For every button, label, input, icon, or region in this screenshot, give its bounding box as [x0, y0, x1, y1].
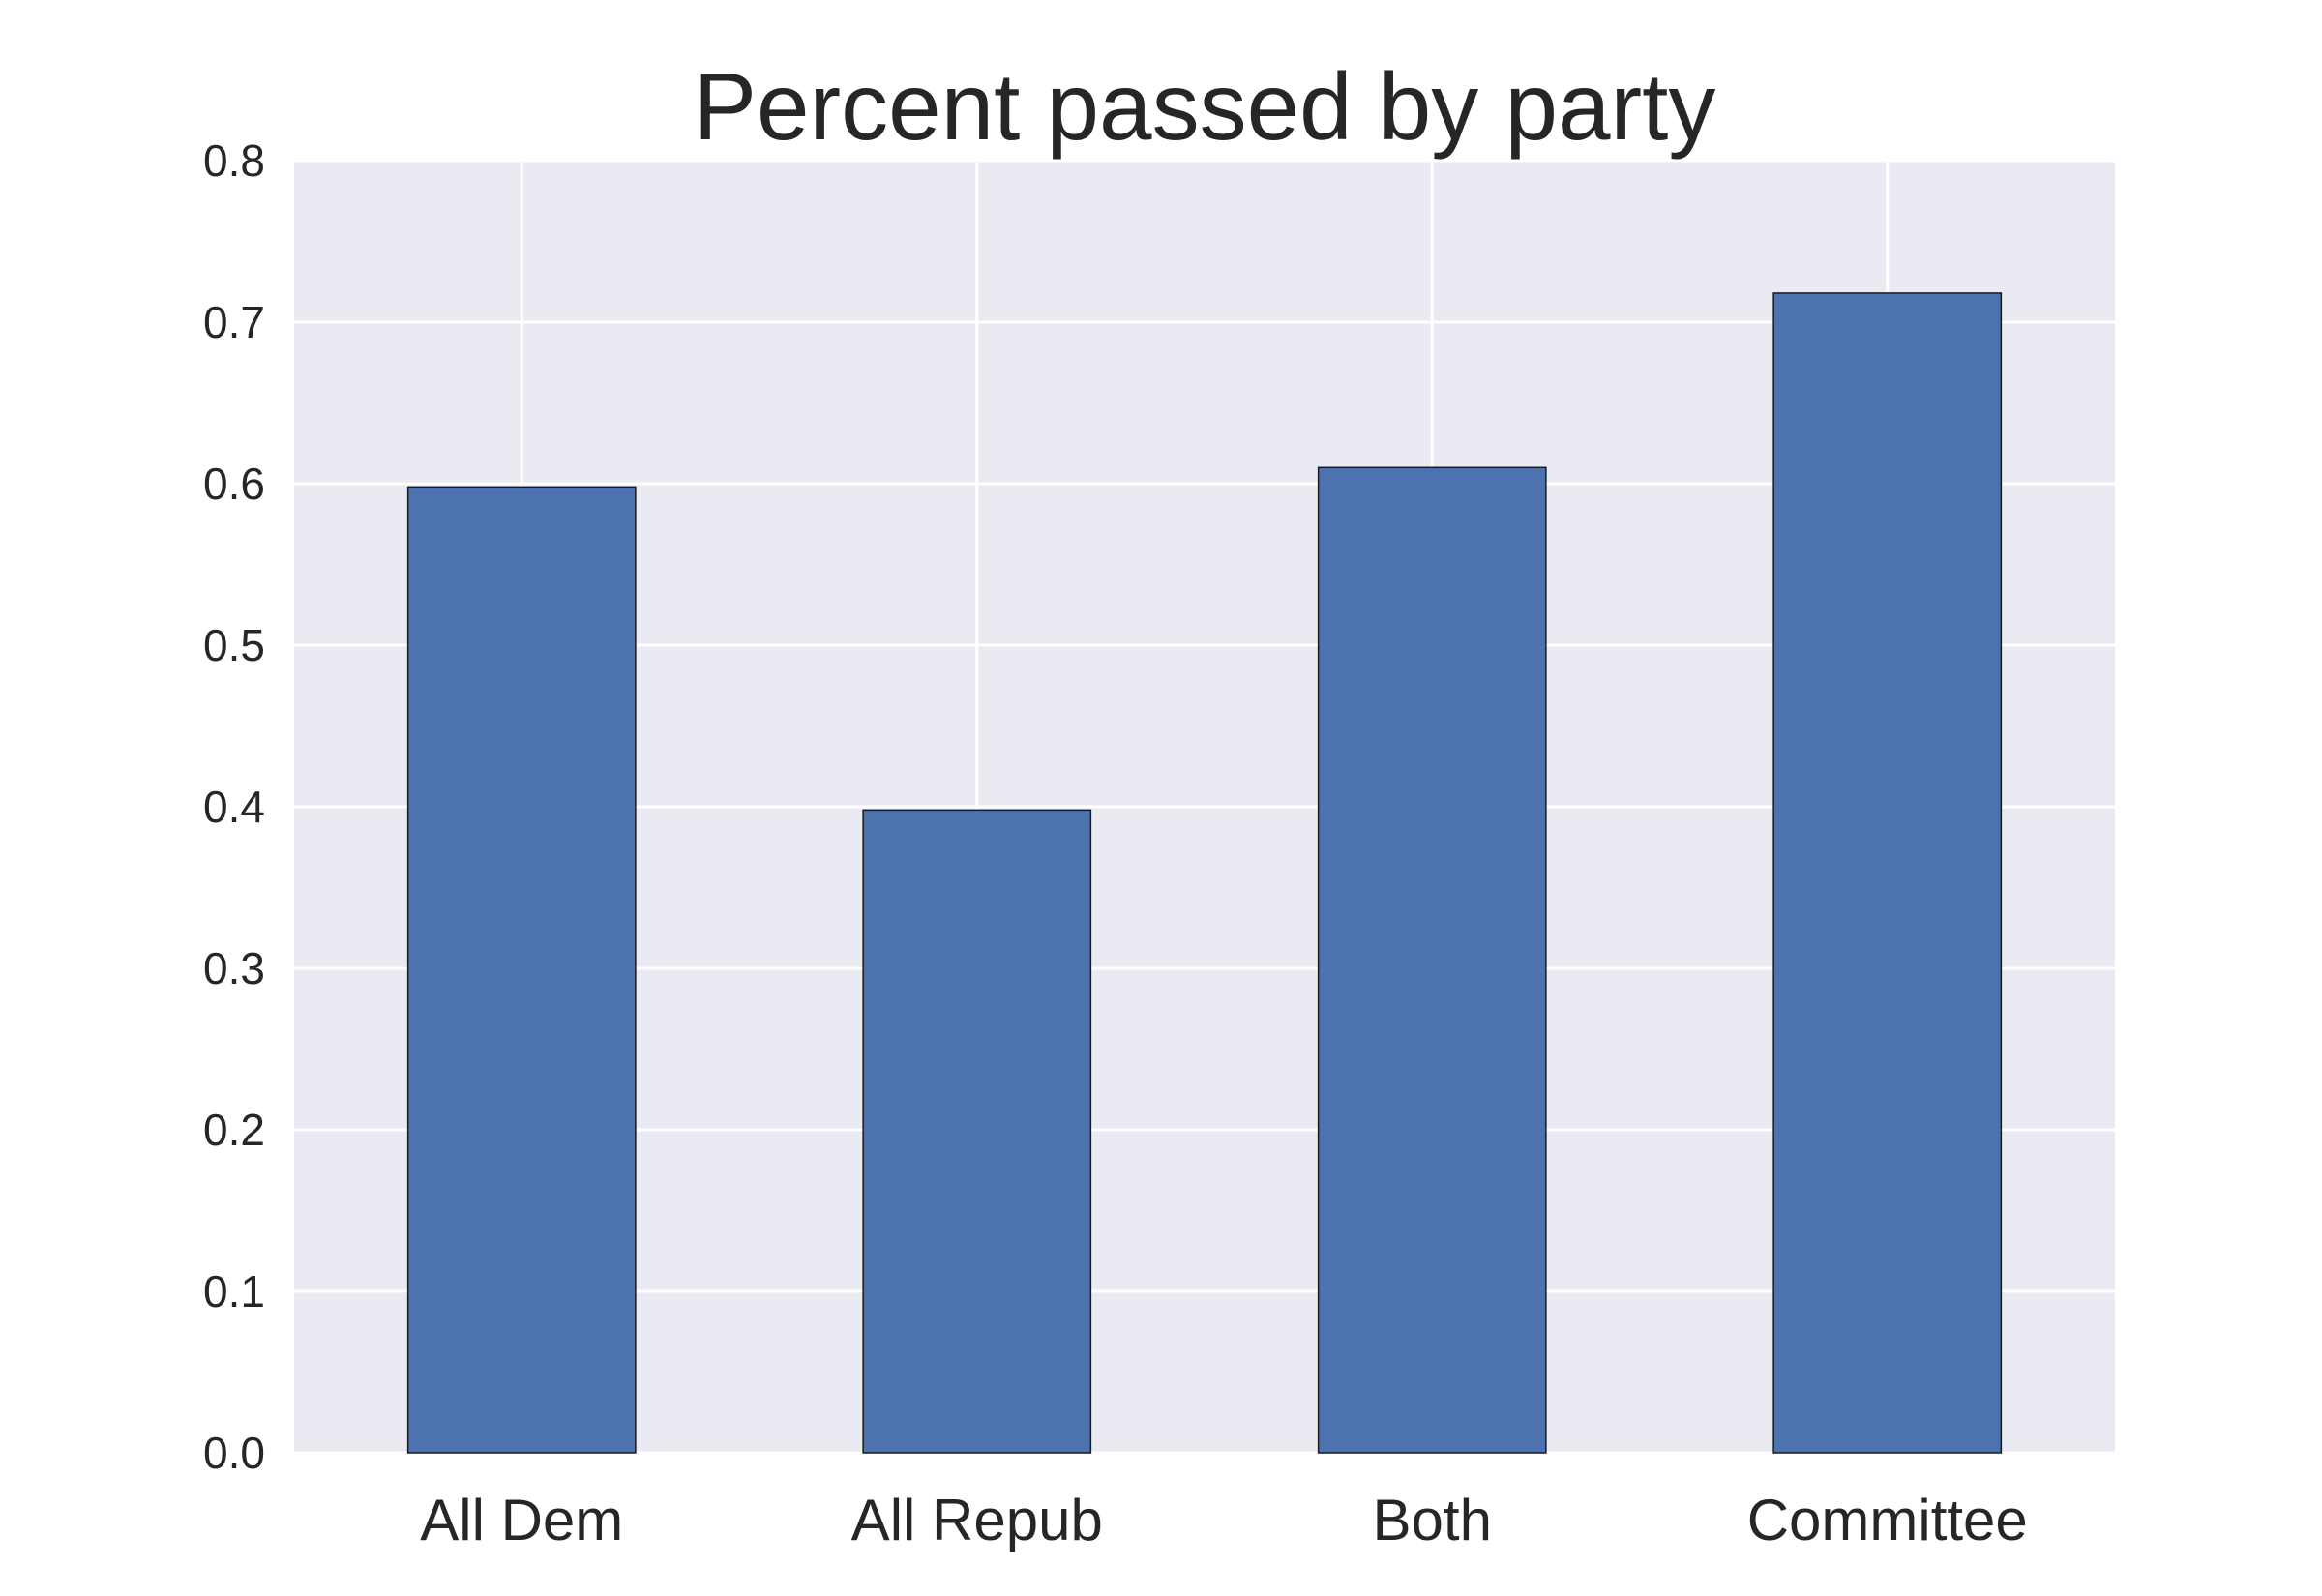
- x-category-label: All Dem: [420, 1488, 623, 1552]
- y-tick-label: 0.5: [203, 620, 265, 670]
- y-tick-label: 0.7: [203, 297, 265, 347]
- bar-all-dem: [408, 487, 636, 1453]
- x-category-label: All Repub: [851, 1488, 1103, 1552]
- y-tick-label: 0.6: [203, 458, 265, 509]
- bar-both: [1319, 467, 1546, 1453]
- y-axis-tick-labels: 0.0 0.1 0.2 0.3 0.4 0.5 0.6 0.7 0.8: [203, 135, 265, 1478]
- y-tick-label: 0.3: [203, 943, 265, 993]
- y-tick-label: 0.0: [203, 1428, 265, 1478]
- x-axis-category-labels: All Dem All Repub Both Committee: [420, 1488, 2028, 1552]
- bar-committee: [1773, 293, 2001, 1453]
- x-category-label: Committee: [1747, 1488, 2028, 1552]
- y-tick-label: 0.1: [203, 1266, 265, 1316]
- y-tick-label: 0.4: [203, 782, 265, 832]
- chart-title: Percent passed by party: [694, 53, 1716, 160]
- y-tick-label: 0.2: [203, 1105, 265, 1155]
- y-tick-label: 0.8: [203, 135, 265, 186]
- bar-all-repub: [863, 810, 1090, 1453]
- x-category-label: Both: [1373, 1488, 1492, 1552]
